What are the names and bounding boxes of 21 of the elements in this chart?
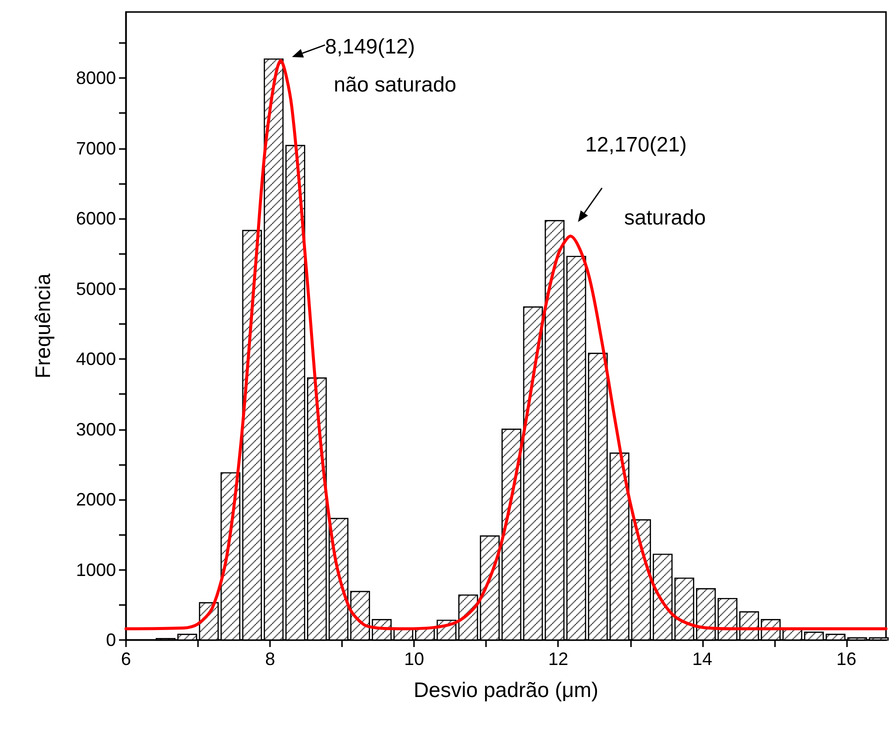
annotation: não saturado [334,74,456,96]
y-tick-label: 7000 [76,138,116,158]
x-axis-title: Desvio padrão (μm) [414,679,598,702]
x-tick-label: 6 [120,649,132,669]
y-tick-label: 8000 [76,68,116,88]
x-tick-label: 12 [548,649,568,669]
annotation: saturado [624,206,706,230]
y-tick-label: 5000 [76,278,116,299]
y-tick-label: 3000 [76,419,116,440]
y-tick-label: 0 [106,630,116,650]
y-tick-label: 4000 [76,349,116,370]
annotation: 8,149(12) [325,36,415,58]
y-tick-label: 6000 [76,208,116,229]
y-tick-label: 2000 [76,490,116,510]
x-tick-label: 16 [836,649,856,669]
x-tick-label: 14 [692,649,712,669]
x-tick-label: 8 [265,649,276,669]
x-tick-label: 10 [404,649,424,669]
annotation: 12,170(21) [585,134,687,156]
y-axis-title: Frequência [32,273,55,379]
y-tick-label: 1000 [76,560,116,580]
